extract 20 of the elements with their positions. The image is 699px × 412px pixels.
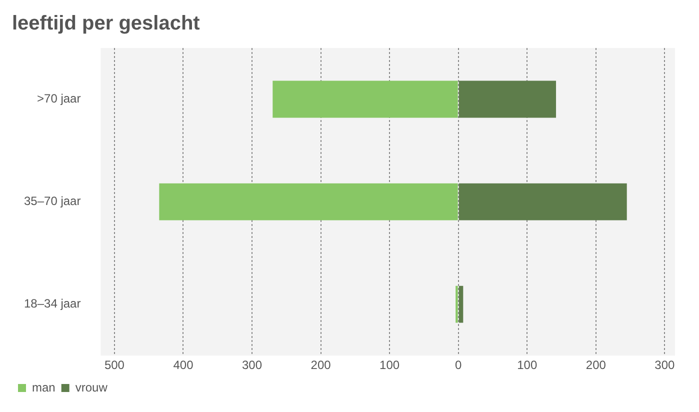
bar [458, 286, 464, 323]
x-tick-label: 200 [310, 358, 332, 372]
x-tick-label: 200 [586, 358, 606, 372]
x-tick-label: 100 [380, 358, 400, 372]
x-tick-label: 100 [517, 358, 538, 372]
y-tick-label: 18–34 jaar [24, 296, 81, 311]
legend-label: man [32, 380, 56, 394]
x-tick-label: 300 [242, 358, 262, 372]
y-tick-label: 35–70 jaar [24, 194, 81, 208]
chart-title: leeftijd per geslacht [12, 12, 200, 35]
bar [458, 183, 627, 220]
bar [159, 183, 458, 220]
bar [272, 80, 458, 118]
x-tick-label: 0 [455, 358, 462, 372]
legend-label: vrouw [75, 380, 108, 394]
x-tick-label: 400 [173, 358, 194, 372]
x-tick-label: 500 [104, 358, 125, 372]
x-tick-label: 300 [654, 358, 676, 372]
bar [458, 80, 556, 118]
y-tick-label: >70 jaar [37, 92, 81, 106]
